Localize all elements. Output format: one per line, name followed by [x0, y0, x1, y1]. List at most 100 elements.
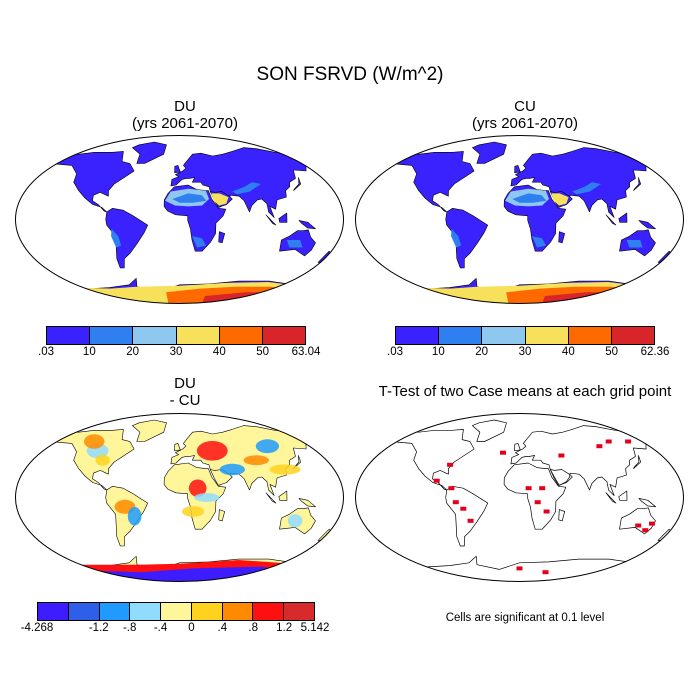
landmass-madagascar: [558, 509, 566, 522]
diff-patch: [194, 493, 220, 502]
panel-title-diff-line1: DU: [174, 375, 196, 392]
colorbar-du-segment: [219, 327, 263, 344]
ocean-background: [355, 413, 684, 582]
landmass-northAmerica: [391, 151, 475, 213]
panel-title-du-line1: DU: [174, 98, 196, 115]
colorbar-diff-segment: [191, 603, 223, 620]
landmass-indonesia2: [278, 490, 288, 501]
colorbar-cu-tick-label: .03: [387, 346, 403, 358]
diff-patch: [243, 455, 269, 466]
landmass-eurasia: [170, 147, 316, 218]
map-border: [15, 135, 344, 304]
significant-cell: [534, 500, 541, 505]
asia-band: [572, 182, 602, 195]
landmass-indonesia2: [278, 212, 288, 223]
landmass-uk: [174, 165, 181, 174]
diff-patch: [188, 479, 207, 497]
significant-cell: [625, 439, 632, 444]
colorbar-diff-segment: [130, 603, 162, 620]
figure-title: SON FSRVD (W/m^2): [256, 64, 444, 85]
australia-band: [286, 240, 303, 248]
landmass-madagascar: [218, 509, 225, 522]
map-border: [355, 135, 684, 304]
map-border: [15, 413, 344, 582]
significant-cell: [525, 486, 532, 491]
colorbar-diff-tick-label: -4.268: [20, 622, 54, 634]
colorbar-du-tick-label: 63.04: [291, 346, 321, 358]
colorbar-diff-segment: [38, 603, 69, 620]
colorbar-cu-segment: [482, 327, 526, 344]
diff-patch: [287, 514, 303, 528]
colorbar-diff-segment: [253, 603, 285, 620]
colorbar-cu-tick-label: 62.36: [640, 346, 670, 358]
colorbar-cu-tick-label: 30: [518, 346, 532, 358]
sahara-inner: [172, 193, 207, 203]
diff-patch: [182, 506, 204, 517]
landmass-indonesia1: [265, 214, 277, 226]
colorbar-diff: [37, 602, 315, 621]
colorbar-du-tick-label: 40: [212, 346, 226, 358]
colorbar-du-tick-label: 20: [126, 346, 140, 358]
map-ttest: [355, 413, 684, 582]
landmass-newGuinea: [638, 220, 656, 230]
landmass-indonesia2: [618, 490, 628, 501]
map-diff: [15, 413, 344, 582]
significant-cell: [642, 528, 649, 533]
map-border: [355, 413, 684, 582]
colorbar-diff-segment: [161, 603, 192, 620]
significant-cell: [467, 518, 474, 523]
map-cu: [355, 135, 684, 304]
panel-title-du-line2: (yrs 2061-2070): [132, 115, 238, 132]
landmass-eurasia: [510, 147, 656, 218]
significant-cell: [542, 570, 549, 575]
colorbar-du-tick-label: .03: [38, 346, 54, 358]
colorbar-du-tick-label: 10: [82, 346, 96, 358]
significant-cell: [516, 566, 523, 571]
significant-cell: [452, 500, 459, 505]
colorbar-du-segment: [176, 327, 220, 344]
colorbar-diff-segment: [68, 603, 100, 620]
colorbar-diff-segment: [284, 603, 315, 620]
kalahari-band: [532, 236, 546, 248]
landmass-newGuinea: [638, 498, 656, 508]
landmass-greenland: [132, 419, 167, 442]
significance-note: Cells are significant at 0.1 level: [445, 612, 605, 624]
significant-cell: [558, 453, 565, 458]
diff-patch: [127, 506, 142, 526]
landmass-madagascar: [218, 231, 225, 244]
diff-patch: [255, 439, 279, 454]
landmass-newGuinea: [298, 220, 316, 230]
significant-cell: [433, 478, 440, 483]
australia-band: [626, 240, 643, 248]
significant-cell: [539, 486, 546, 491]
colorbar-du: [46, 326, 306, 345]
colorbar-diff-tick-label: 5.142: [300, 622, 330, 634]
colorbar-cu-segment: [525, 327, 569, 344]
landmass-northAmerica: [51, 429, 135, 491]
landmass-newGuinea: [298, 498, 316, 508]
diff-patch: [196, 441, 228, 461]
colorbar-diff-tick-label: .8: [248, 622, 259, 634]
colorbar-diff-segment: [222, 603, 254, 620]
colorbar-du-tick-label: 30: [169, 346, 183, 358]
colorbar-du-segment: [47, 327, 91, 344]
landmass-indonesia1: [265, 492, 277, 504]
landmass-northAmerica: [391, 429, 475, 491]
colorbar-diff-tick-label: .4: [217, 622, 228, 634]
landmass-indonesia2: [618, 212, 628, 223]
colorbar-diff-tick-label: -.4: [153, 622, 168, 634]
diff-patch: [227, 441, 244, 451]
panel-title-du: DU (yrs 2061-2070): [25, 98, 345, 132]
diff-patch: [269, 464, 301, 475]
landmass-australia: [619, 507, 656, 535]
landmass-greenland: [472, 419, 507, 442]
landmass-japan: [293, 177, 302, 191]
landmass-greenland: [472, 141, 507, 164]
andes-band: [111, 228, 122, 248]
significant-cell: [447, 462, 454, 467]
panel-title-cu: CU (yrs 2061-2070): [365, 98, 685, 132]
panel-title-cu-line1: CU: [514, 98, 536, 115]
significant-cell: [635, 523, 642, 528]
colorbar-cu-tick-label: 10: [431, 346, 445, 358]
landmass-uk: [514, 443, 521, 452]
